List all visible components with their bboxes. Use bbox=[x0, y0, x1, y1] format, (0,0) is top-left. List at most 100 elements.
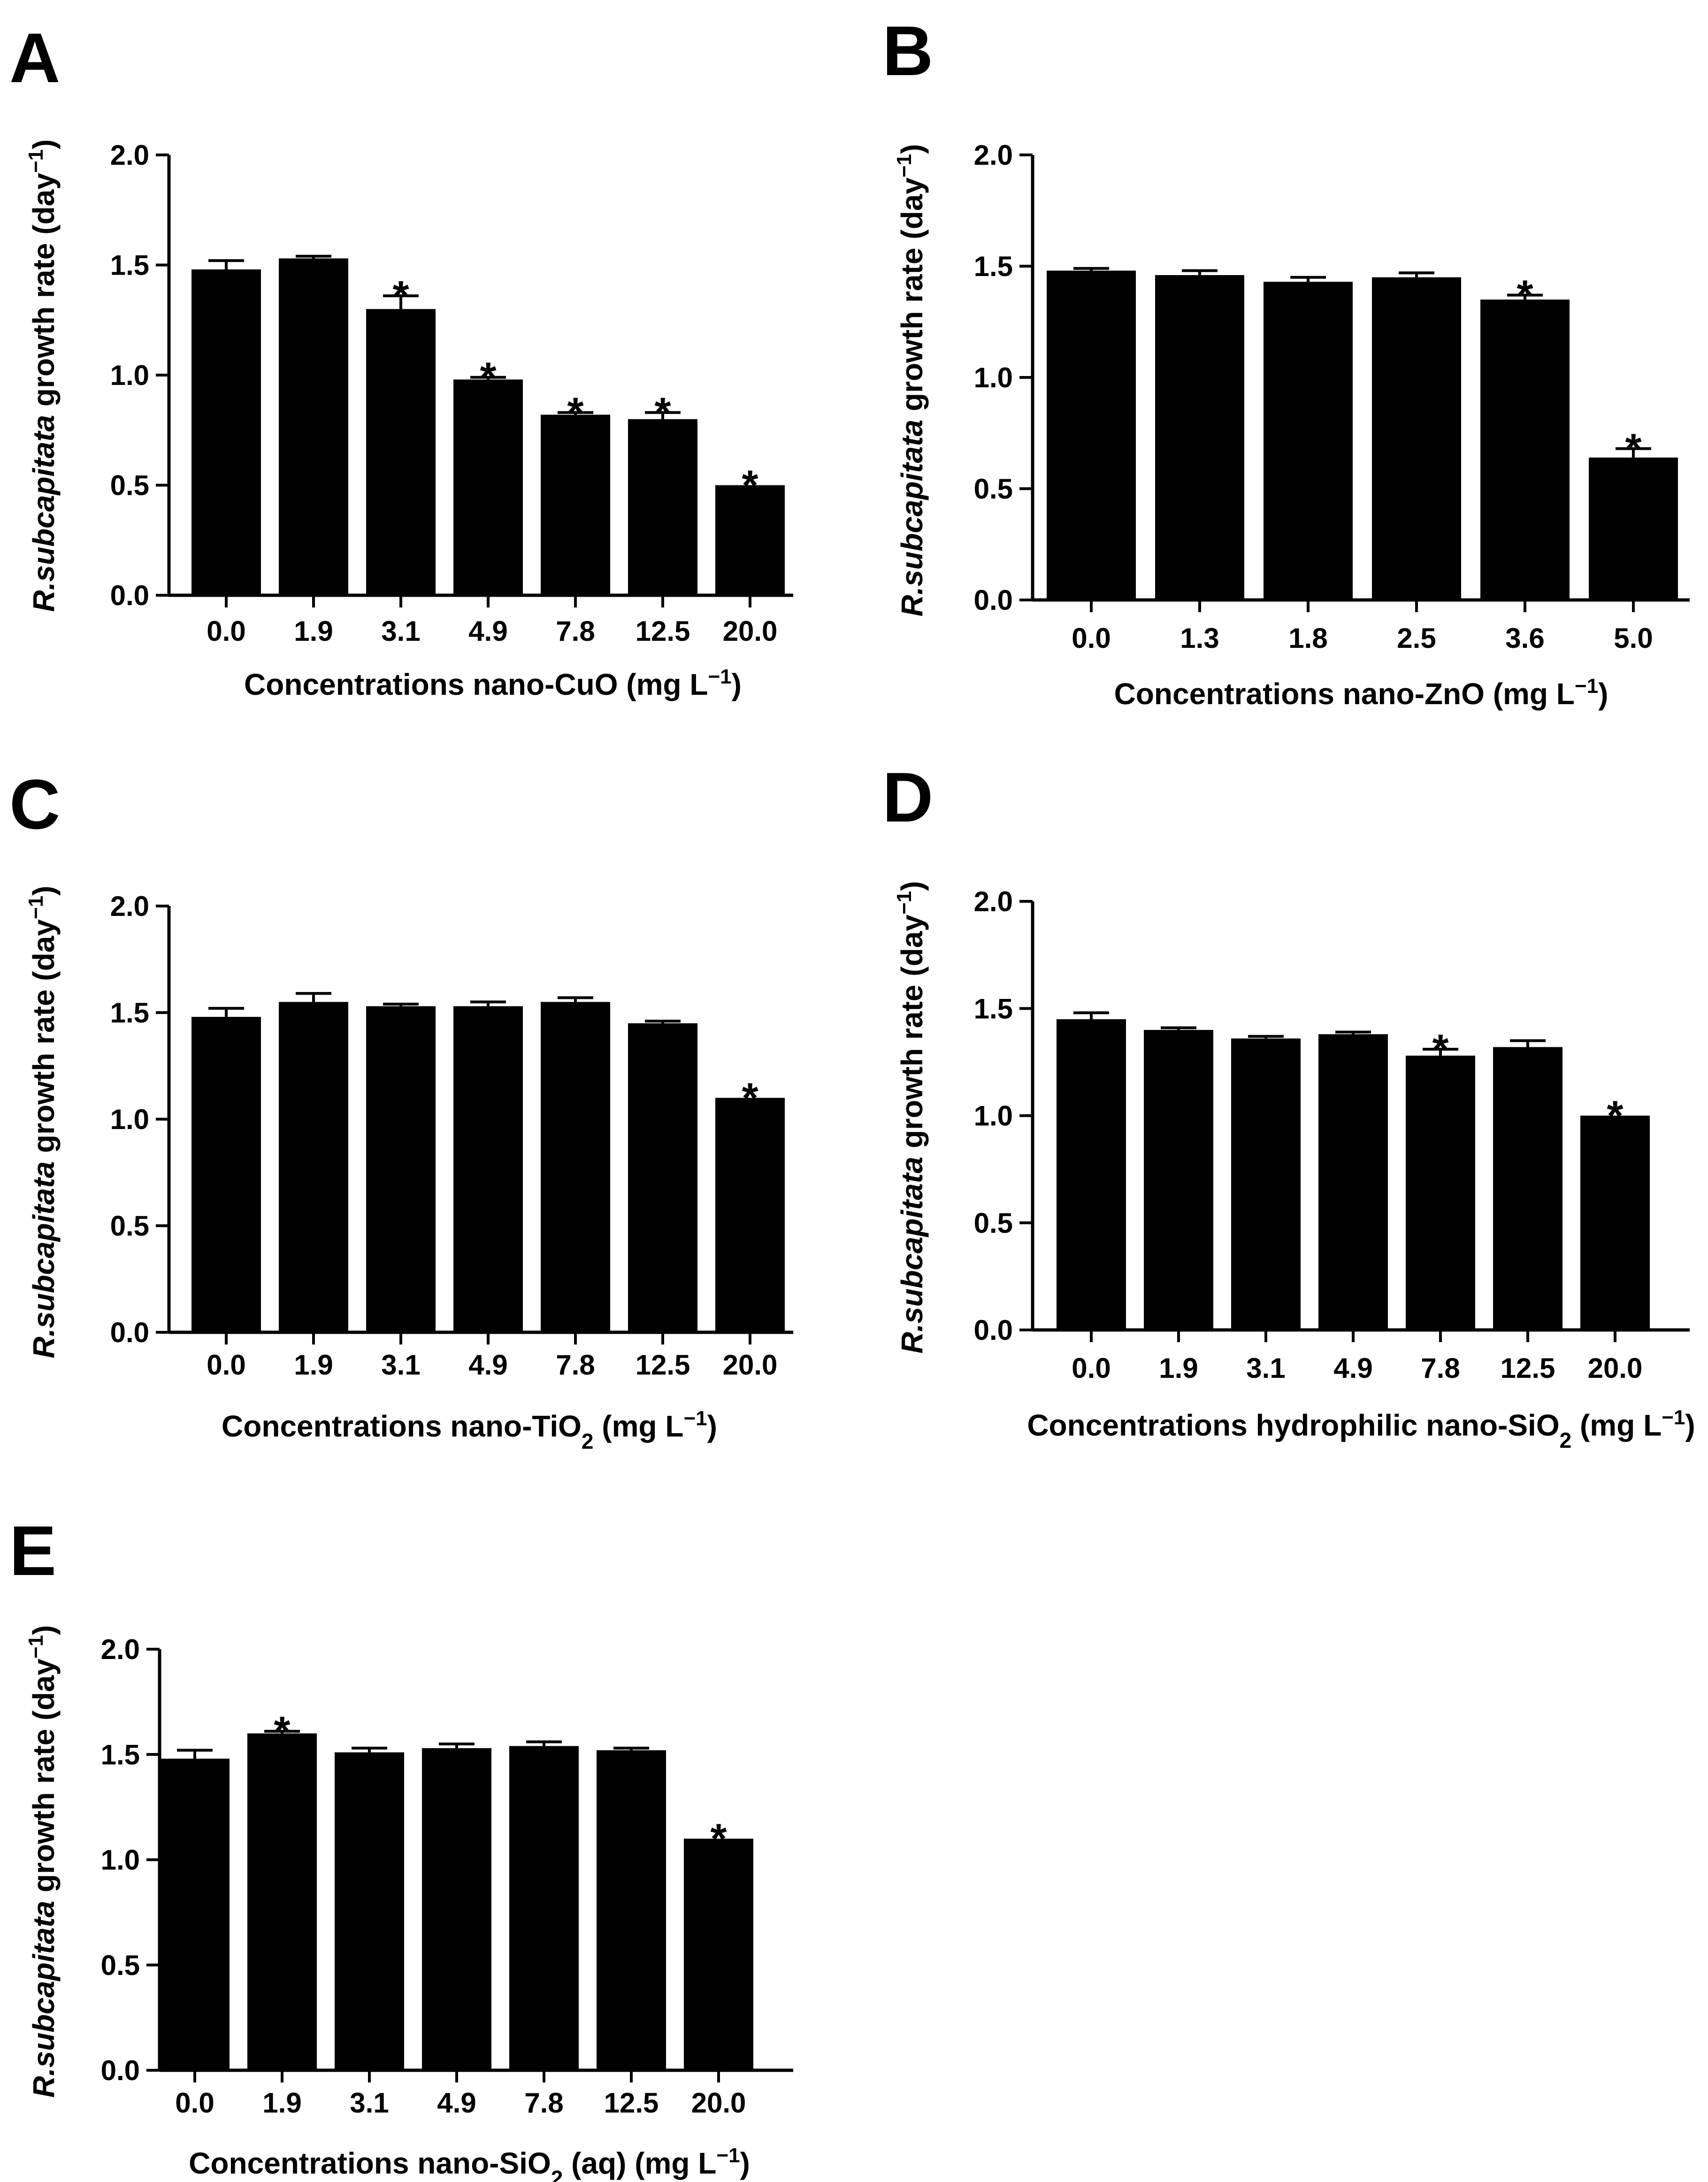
bar bbox=[1580, 1115, 1650, 1330]
x-tick-label: 1.9 bbox=[294, 1349, 333, 1381]
bar bbox=[541, 1002, 610, 1332]
significance-marker: * bbox=[654, 390, 671, 437]
y-tick-label: 0.0 bbox=[974, 584, 1013, 616]
x-tick-label: 1.3 bbox=[1180, 622, 1219, 654]
bar bbox=[1406, 1055, 1475, 1330]
bar bbox=[453, 1006, 523, 1332]
x-axis-title: Concentrations nano-TiO2 (mg L−1) bbox=[222, 1407, 717, 1454]
x-tick-label: 3.1 bbox=[381, 1349, 420, 1381]
y-tick-label: 2.0 bbox=[974, 139, 1013, 171]
x-tick-label: 1.8 bbox=[1288, 622, 1327, 654]
bar bbox=[684, 1838, 753, 2070]
y-tick-label: 0.0 bbox=[974, 1314, 1013, 1346]
bar bbox=[247, 1733, 317, 2070]
x-tick-label: 20.0 bbox=[723, 1349, 778, 1381]
x-tick-label: 20.0 bbox=[1588, 1352, 1643, 1384]
bar bbox=[541, 415, 610, 595]
y-axis-title: R.subcapitata growth rate (day−1) bbox=[893, 881, 929, 1354]
x-tick-label: 12.5 bbox=[636, 1349, 690, 1381]
y-tick-label: 0.5 bbox=[110, 1210, 149, 1242]
chart-panel-c: C 0.0 0.5 1.0 1.5 2.0 0.0 1.9 3.1 4.9 7.8 12.5 * 20.0… bbox=[9, 765, 793, 1453]
x-tick-label: 0.0 bbox=[175, 2087, 214, 2119]
x-tick-label: 20.0 bbox=[723, 615, 778, 647]
x-tick-label: 4.9 bbox=[468, 615, 507, 647]
y-tick-label: 0.5 bbox=[974, 1207, 1013, 1239]
bar bbox=[366, 1006, 436, 1332]
significance-marker: * bbox=[742, 462, 758, 509]
bar bbox=[1057, 1019, 1126, 1330]
bar bbox=[1144, 1030, 1213, 1330]
bar bbox=[366, 309, 436, 595]
bar bbox=[1480, 300, 1570, 600]
x-tick-label: 7.8 bbox=[1421, 1352, 1460, 1384]
significance-marker: * bbox=[274, 1708, 290, 1755]
significance-marker: * bbox=[1625, 426, 1641, 473]
x-tick-label: 0.0 bbox=[1072, 1352, 1111, 1384]
x-tick-label: 3.6 bbox=[1505, 622, 1544, 654]
panel-letter: C bbox=[9, 765, 60, 844]
bar bbox=[1264, 282, 1353, 600]
x-tick-label: 0.0 bbox=[207, 1349, 245, 1381]
x-tick-label: 7.8 bbox=[524, 2087, 563, 2119]
significance-marker: * bbox=[742, 1075, 758, 1122]
y-axis-title: R.subcapitata growth rate (day−1) bbox=[24, 139, 61, 612]
bar bbox=[1231, 1038, 1301, 1330]
y-tick-label: 2.0 bbox=[101, 1634, 140, 1665]
y-tick-label: 1.5 bbox=[110, 250, 149, 281]
bar bbox=[453, 379, 523, 595]
x-tick-label: 2.5 bbox=[1397, 622, 1436, 654]
bar bbox=[1493, 1047, 1562, 1330]
bar bbox=[160, 1759, 230, 2070]
bar bbox=[1155, 275, 1244, 600]
panel-letter: B bbox=[882, 11, 933, 90]
y-tick-label: 0.0 bbox=[110, 1317, 149, 1348]
y-axis-title: R.subcapitata growth rate (day−1) bbox=[893, 144, 929, 617]
bar bbox=[422, 1748, 491, 2070]
x-axis-title: Concentrations nano-CuO (mg L−1) bbox=[244, 665, 742, 702]
y-tick-label: 0.0 bbox=[110, 580, 149, 611]
x-tick-label: 12.5 bbox=[1501, 1352, 1555, 1384]
bar bbox=[715, 485, 785, 595]
x-tick-label: 7.8 bbox=[556, 615, 595, 647]
y-tick-label: 1.5 bbox=[974, 993, 1013, 1024]
x-tick-label: 20.0 bbox=[691, 2087, 746, 2119]
y-tick-label: 1.5 bbox=[974, 251, 1013, 282]
y-axis-title: R.subcapitata growth rate (day−1) bbox=[24, 886, 61, 1359]
bar bbox=[1047, 270, 1136, 600]
y-tick-label: 1.0 bbox=[974, 1100, 1013, 1132]
x-tick-label: 0.0 bbox=[207, 615, 245, 647]
chart-panel-d: D 0.0 0.5 1.0 1.5 2.0 0.0 1.9 3.1 4.9 * 7.8 12.5 * 20.… bbox=[882, 758, 1695, 1452]
x-tick-label: 1.9 bbox=[1159, 1352, 1198, 1384]
bar bbox=[279, 1002, 348, 1332]
x-tick-label: 7.8 bbox=[556, 1349, 595, 1381]
significance-marker: * bbox=[567, 390, 583, 437]
chart-panel-a: A 0.0 0.5 1.0 1.5 2.0 0.0 1.9 * 3.1 * 4.9 * 7.8 * 12.5 *… bbox=[9, 18, 793, 701]
x-axis-title: Concentrations hydrophilic nano-SiO2 (mg… bbox=[1027, 1406, 1695, 1453]
y-tick-label: 2.0 bbox=[110, 139, 149, 171]
y-tick-label: 0.5 bbox=[101, 1950, 140, 1981]
x-tick-label: 1.9 bbox=[294, 615, 333, 647]
bar bbox=[279, 258, 348, 595]
y-tick-label: 2.0 bbox=[974, 886, 1013, 917]
y-tick-label: 1.0 bbox=[110, 360, 149, 391]
y-tick-label: 2.0 bbox=[110, 891, 149, 922]
y-tick-label: 0.5 bbox=[974, 473, 1013, 505]
x-tick-label: 3.1 bbox=[350, 2087, 389, 2119]
bar bbox=[715, 1098, 785, 1332]
x-tick-label: 3.1 bbox=[381, 615, 420, 647]
bar bbox=[191, 269, 261, 595]
x-tick-label: 4.9 bbox=[437, 2087, 476, 2119]
bar bbox=[628, 1023, 697, 1332]
y-axis-title: R.subcapitata growth rate (day−1) bbox=[24, 1625, 61, 2098]
y-tick-label: 1.0 bbox=[974, 362, 1013, 393]
significance-marker: * bbox=[392, 273, 409, 320]
chart-panel-b: B 0.0 0.5 1.0 1.5 2.0 0.0 1.3 1.8 2.5 * 3.6 * 5.0Conc… bbox=[882, 11, 1690, 711]
x-tick-label: 4.9 bbox=[1333, 1352, 1372, 1384]
panel-letter: E bbox=[9, 1511, 56, 1590]
bar bbox=[597, 1750, 666, 2070]
x-axis-title: Concentrations nano-SiO2 (aq) (mg L−1) bbox=[189, 2144, 750, 2182]
bar bbox=[628, 419, 697, 595]
bar bbox=[1318, 1034, 1388, 1330]
x-axis-title: Concentrations nano-ZnO (mg L−1) bbox=[1114, 675, 1608, 711]
significance-marker: * bbox=[1517, 272, 1533, 319]
